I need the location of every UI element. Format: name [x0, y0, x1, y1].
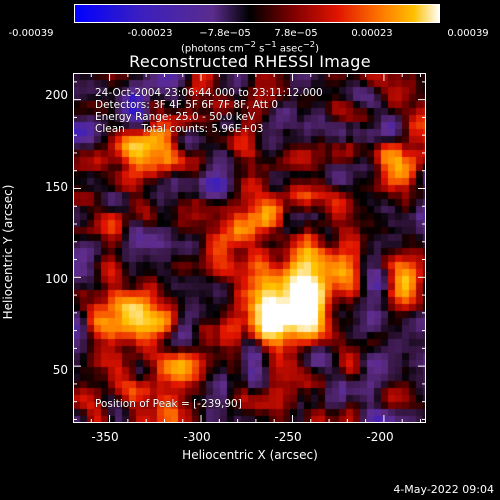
x-axis-label: Heliocentric X (arcsec)	[182, 448, 318, 462]
time-range-label: 24-Oct-2004 23:06:44.000 to 23:11:12.000	[95, 87, 323, 99]
x-tick-label: -350	[91, 430, 119, 444]
detectors-label: Detectors: 3F 4F 5F 6F 7F 8F, Att 0	[95, 99, 279, 111]
plot-frame	[73, 73, 426, 423]
colorbar	[74, 4, 440, 23]
colorbar-tick: 0.00039	[447, 28, 489, 39]
rhessi-image	[73, 73, 426, 423]
colorbar-tick: 0.00023	[351, 28, 393, 39]
y-tick-label: 150	[45, 180, 68, 194]
colorbar-tick: −7.8e−05	[199, 28, 251, 39]
colorbar-tick: 7.8e−05	[274, 28, 318, 39]
peak-position-label: Position of Peak = [-239,90]	[95, 398, 242, 410]
x-tick-label: -200	[366, 430, 394, 444]
energy-range-label: Energy Range: 25.0 - 50.0 keV	[95, 111, 256, 123]
plot-title: Reconstructed RHESSI Image	[129, 52, 371, 71]
colorbar-tick: -0.00039	[8, 28, 54, 39]
y-axis-label: Heliocentric Y (arcsec)	[1, 184, 15, 320]
image-panel	[73, 73, 426, 423]
colorbar-units: (photons cm−2 s−1 asec−2)	[180, 39, 320, 55]
colorbar-tick: -0.00023	[127, 28, 173, 39]
x-tick-label: -250	[274, 430, 302, 444]
y-tick-label: 200	[45, 88, 68, 102]
timestamp: 4-May-2022 09:04	[393, 483, 494, 496]
y-tick-label: 100	[45, 272, 68, 286]
clean-counts-label: Clean Total counts: 5.96E+03	[95, 123, 264, 135]
y-tick-label: 50	[52, 363, 68, 377]
x-tick-label: -300	[183, 430, 211, 444]
